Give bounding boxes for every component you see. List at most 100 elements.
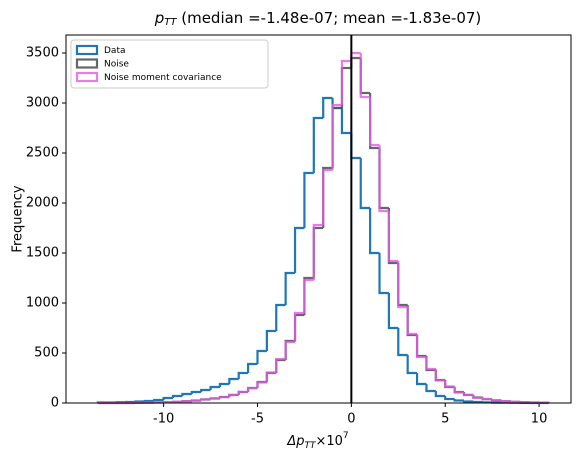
hist-step [389,211,398,261]
hist-step [380,253,389,293]
hist-step [370,97,379,145]
hist-step [380,145,389,211]
hist-step [408,305,417,335]
hist-step [304,278,313,315]
legend-label: Data [104,46,126,56]
title-text: (median =-1.48e-07; mean =-1.83e-07) [176,9,481,27]
legend-label: Noise moment covariance [104,73,222,83]
hist-step [295,313,304,342]
hist-step [145,401,154,402]
hist-step [408,307,417,334]
x-tick-label: -10 [153,412,174,427]
hist-step [473,395,482,398]
hist-step [342,68,351,108]
series [98,98,549,403]
chart-title: pTT (median =-1.48e-07; mean =-1.83e-07) [154,9,482,29]
x-axis-label: ΔpTT×107 [286,431,348,451]
y-tick-label: 2000 [26,196,59,211]
hist-step [361,53,370,97]
hist-step [239,373,248,379]
hist-step [314,118,323,173]
hist-step [361,58,370,93]
hist-step [511,401,520,402]
y-tick-label: 0 [51,396,59,411]
hist-step [201,399,210,400]
hist-step [351,133,360,158]
hist-step [295,228,304,273]
hist-step [417,335,426,356]
hist-step [314,228,323,278]
hist-step [229,379,238,384]
hist-step [267,373,276,382]
hist-step [333,98,342,108]
hist-step [370,93,379,148]
hist-step [351,58,360,68]
hist-step [436,370,445,380]
hist-step [267,331,276,351]
hist-step [455,399,464,401]
hist-step [286,342,295,359]
hist-step [276,360,285,373]
hist-step [192,392,201,394]
y-tick-label: 500 [34,346,59,361]
xlabel-symbol: Δp [286,434,304,449]
hist-step [164,398,173,400]
hist-step [333,108,342,168]
hist-step [304,280,313,313]
hist-step [455,387,464,392]
hist-step [483,398,492,399]
hist-step [323,168,332,228]
hist-step [220,384,229,387]
hist-step [239,392,248,395]
hist-step [455,387,464,393]
hist-step [445,396,454,399]
hist-step [473,402,482,403]
hist-step [389,293,398,328]
hist-step [417,373,426,384]
hist-step [398,261,407,307]
hist-step [286,273,295,305]
hist-step [361,158,370,208]
y-tick-label: 2500 [26,146,59,161]
y-tick-label: 3000 [26,96,59,111]
hist-step [370,208,379,253]
x-tick-label: 5 [441,412,449,427]
title-subscript: TT [164,17,177,28]
hist-step [182,394,191,396]
hist-step [220,397,229,398]
hist-step [464,393,473,395]
hist-step [323,170,332,225]
hist-step [211,387,220,390]
x-tick-label: 10 [531,412,548,427]
hist-step [408,355,417,373]
hist-step [426,357,435,369]
hist-step [276,305,285,331]
y-tick-label: 1000 [26,296,59,311]
x-tick-label: -5 [251,412,264,427]
hist-step [201,390,210,392]
hist-step [173,396,182,398]
hist-step [211,398,220,399]
y-tick-label: 1500 [26,246,59,261]
hist-step [192,401,201,402]
y-axis-label: Frequency [11,185,26,252]
hist-step [389,208,398,263]
xlabel-text: ×10 [315,434,342,449]
hist-step [417,334,426,357]
hist-step [248,388,257,392]
hist-step [436,369,445,381]
hist-step [398,263,407,305]
hist-step [426,384,435,391]
hist-step [295,315,304,341]
hist-step [342,108,351,133]
hist-step [464,401,473,402]
x-tick-label: 0 [347,412,355,427]
hist-step [323,98,332,118]
hist-step [502,401,511,402]
hist-step [248,364,257,373]
hist-step [286,341,295,360]
hist-step [154,400,163,401]
y-tick-label: 3500 [26,46,59,61]
legend-label: Noise [104,60,129,70]
